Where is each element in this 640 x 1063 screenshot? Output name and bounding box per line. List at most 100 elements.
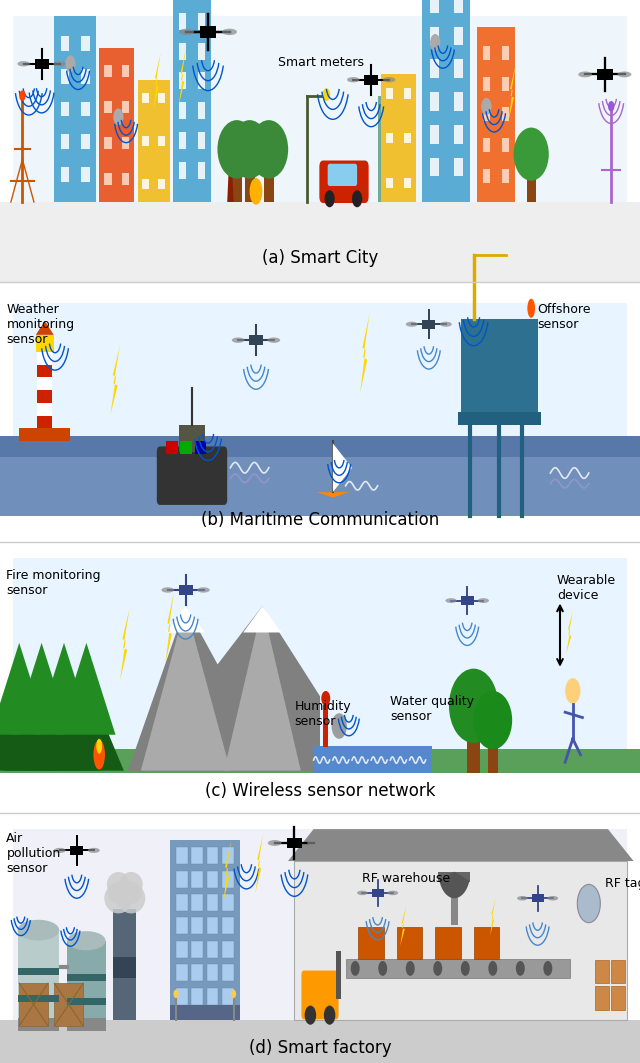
Text: RF tag: RF tag	[605, 877, 640, 890]
Polygon shape	[288, 829, 634, 861]
Ellipse shape	[383, 77, 396, 83]
Polygon shape	[165, 592, 174, 664]
Polygon shape	[0, 680, 57, 771]
Ellipse shape	[547, 896, 558, 900]
Bar	[404, 133, 411, 144]
Bar	[170, 1005, 240, 1020]
Bar	[438, 872, 470, 882]
Ellipse shape	[321, 691, 330, 706]
Bar	[191, 941, 203, 958]
Ellipse shape	[54, 848, 66, 853]
Bar	[143, 136, 149, 146]
Bar	[35, 58, 49, 68]
Bar	[13, 16, 627, 213]
FancyBboxPatch shape	[19, 983, 48, 1026]
Bar	[323, 705, 328, 747]
Wedge shape	[440, 872, 469, 898]
Circle shape	[352, 190, 362, 207]
Bar	[200, 27, 216, 37]
Bar	[61, 101, 69, 116]
Bar	[222, 964, 234, 981]
Bar	[191, 847, 203, 864]
Text: (c) Wireless sensor network: (c) Wireless sensor network	[205, 782, 435, 800]
Circle shape	[113, 108, 124, 125]
Bar	[454, 0, 463, 13]
Ellipse shape	[440, 322, 452, 326]
Bar	[264, 173, 274, 202]
Circle shape	[608, 101, 614, 112]
Text: Weather
monitoring
sensor: Weather monitoring sensor	[6, 303, 74, 345]
Bar	[176, 847, 188, 864]
Circle shape	[430, 34, 440, 51]
Polygon shape	[490, 898, 495, 935]
Bar	[179, 72, 186, 89]
Bar	[176, 894, 188, 911]
Bar	[143, 179, 149, 188]
Ellipse shape	[618, 71, 632, 78]
Bar	[138, 80, 170, 202]
Circle shape	[406, 961, 415, 976]
Ellipse shape	[232, 337, 244, 343]
Bar	[483, 107, 490, 121]
Bar	[527, 175, 536, 202]
Bar	[0, 282, 640, 542]
Bar	[386, 88, 393, 99]
Text: (b) Maritime Communication: (b) Maritime Communication	[201, 511, 439, 529]
Bar	[0, 542, 640, 813]
Bar	[176, 917, 188, 934]
Polygon shape	[120, 608, 130, 680]
Polygon shape	[360, 314, 369, 393]
Bar	[483, 169, 490, 183]
Bar	[232, 173, 242, 202]
Bar	[222, 847, 234, 864]
Bar	[0, 749, 640, 813]
Ellipse shape	[527, 299, 535, 318]
Bar	[0, 202, 640, 282]
FancyBboxPatch shape	[157, 446, 227, 505]
Bar	[207, 917, 218, 934]
Bar	[532, 894, 543, 902]
Circle shape	[488, 961, 497, 976]
Bar	[454, 60, 463, 78]
Bar	[207, 871, 218, 888]
Bar	[54, 16, 96, 202]
Ellipse shape	[222, 29, 237, 35]
Bar	[37, 365, 52, 377]
Polygon shape	[35, 643, 93, 735]
Bar	[17, 1018, 60, 1031]
Bar	[198, 13, 205, 30]
Polygon shape	[36, 321, 54, 335]
Circle shape	[231, 990, 236, 998]
Bar	[104, 101, 111, 113]
Bar	[67, 998, 106, 1005]
Bar	[488, 744, 498, 773]
Circle shape	[332, 713, 347, 739]
Ellipse shape	[250, 120, 288, 179]
Ellipse shape	[477, 598, 489, 603]
Bar	[404, 88, 411, 99]
Bar	[179, 13, 186, 30]
Bar	[81, 69, 90, 84]
Bar	[198, 102, 205, 119]
Bar	[358, 927, 384, 959]
Bar	[122, 172, 129, 185]
Ellipse shape	[108, 882, 129, 904]
Bar	[113, 909, 136, 1020]
Ellipse shape	[578, 71, 592, 78]
Bar	[113, 957, 136, 978]
Text: Wearable
device: Wearable device	[557, 574, 616, 602]
Bar	[191, 894, 203, 911]
Polygon shape	[12, 643, 71, 735]
Ellipse shape	[197, 587, 210, 593]
Ellipse shape	[17, 61, 30, 67]
Ellipse shape	[88, 848, 100, 853]
Circle shape	[481, 98, 492, 115]
Bar	[180, 441, 192, 454]
FancyBboxPatch shape	[301, 971, 339, 1019]
Bar	[13, 558, 627, 760]
Ellipse shape	[117, 883, 145, 913]
Bar	[381, 74, 416, 202]
Bar	[0, 813, 640, 1063]
Bar	[336, 951, 341, 999]
Circle shape	[323, 88, 330, 101]
